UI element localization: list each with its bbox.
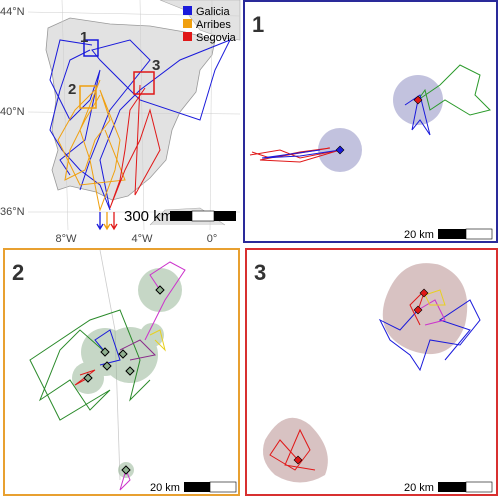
scale-label: 20 km <box>404 229 434 241</box>
nest <box>293 455 303 465</box>
legend-label: Segovia <box>196 32 237 44</box>
road <box>99 249 121 481</box>
home-range <box>382 263 468 355</box>
scale-bar <box>191 210 215 222</box>
scale-bar <box>465 481 493 493</box>
tracks <box>49 39 232 212</box>
scale-label: 20 km <box>404 482 434 494</box>
tracks <box>269 289 481 471</box>
lat-label: 44°N <box>0 6 25 18</box>
panel-border <box>243 0 498 243</box>
legend-swatch <box>183 19 192 28</box>
scale-bar <box>209 481 237 493</box>
nests <box>83 285 165 475</box>
scale-bar <box>465 228 493 240</box>
box-3 <box>133 71 155 95</box>
lat-label: 36°N <box>0 206 25 218</box>
scale-label: 300 km <box>124 208 173 225</box>
legend-label: Arribes <box>196 19 231 31</box>
panel-2: 2 20 km <box>3 248 240 496</box>
scale-bar <box>438 229 466 239</box>
track <box>261 149 341 159</box>
lon-label: 0° <box>207 233 218 245</box>
track <box>417 64 491 116</box>
panel-label: 3 <box>254 260 266 285</box>
nest <box>413 95 423 105</box>
scale-bar <box>438 482 466 492</box>
tracks <box>29 261 186 491</box>
nest <box>335 145 345 155</box>
scale-bar <box>170 211 192 221</box>
box-label: 2 <box>68 81 76 98</box>
legend-swatch <box>183 6 192 15</box>
panel-label: 2 <box>12 260 24 285</box>
legend-label: Galicia <box>196 6 231 18</box>
arrows <box>96 212 118 231</box>
lon-label: 8°W <box>56 233 78 245</box>
lon-label: 4°W <box>132 233 154 245</box>
panel-3: 3 20 km <box>245 248 498 496</box>
lon-labels: 8°W 4°W 0° <box>56 233 218 245</box>
scale-bar <box>214 211 236 221</box>
box-label: 3 <box>152 57 160 74</box>
home-range <box>262 417 328 483</box>
panel-label: 1 <box>252 12 264 37</box>
scale-label: 20 km <box>150 482 180 494</box>
box-label: 1 <box>80 29 88 46</box>
scale-bar <box>184 482 210 492</box>
lat-label: 40°N <box>0 106 25 118</box>
lat-labels: 44°N 40°N 36°N <box>0 6 25 218</box>
nest <box>419 288 429 298</box>
panel-1: 1 20 km <box>243 0 498 243</box>
nest <box>413 305 423 315</box>
box-1 <box>83 39 99 57</box>
box-2 <box>79 85 97 109</box>
legend-swatch <box>183 32 192 41</box>
